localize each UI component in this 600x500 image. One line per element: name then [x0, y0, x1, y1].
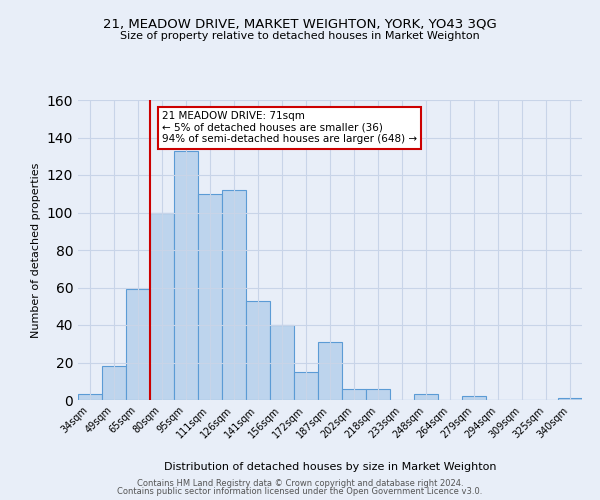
- Text: Contains HM Land Registry data © Crown copyright and database right 2024.: Contains HM Land Registry data © Crown c…: [137, 478, 463, 488]
- Bar: [462, 396, 486, 400]
- Bar: [366, 389, 390, 400]
- Text: Distribution of detached houses by size in Market Weighton: Distribution of detached houses by size …: [164, 462, 496, 472]
- Bar: [246, 300, 270, 400]
- Text: 21 MEADOW DRIVE: 71sqm
← 5% of detached houses are smaller (36)
94% of semi-deta: 21 MEADOW DRIVE: 71sqm ← 5% of detached …: [162, 112, 417, 144]
- Bar: [174, 150, 198, 400]
- Bar: [150, 212, 174, 400]
- Bar: [270, 325, 294, 400]
- Bar: [318, 342, 342, 400]
- Text: Contains public sector information licensed under the Open Government Licence v3: Contains public sector information licen…: [118, 487, 482, 496]
- Bar: [222, 190, 246, 400]
- Bar: [78, 394, 102, 400]
- Text: 21, MEADOW DRIVE, MARKET WEIGHTON, YORK, YO43 3QG: 21, MEADOW DRIVE, MARKET WEIGHTON, YORK,…: [103, 18, 497, 30]
- Text: Size of property relative to detached houses in Market Weighton: Size of property relative to detached ho…: [120, 31, 480, 41]
- Bar: [342, 389, 366, 400]
- Y-axis label: Number of detached properties: Number of detached properties: [31, 162, 41, 338]
- Bar: [294, 372, 318, 400]
- Bar: [198, 194, 222, 400]
- Bar: [102, 366, 126, 400]
- Bar: [558, 398, 582, 400]
- Bar: [414, 394, 438, 400]
- Bar: [126, 290, 150, 400]
